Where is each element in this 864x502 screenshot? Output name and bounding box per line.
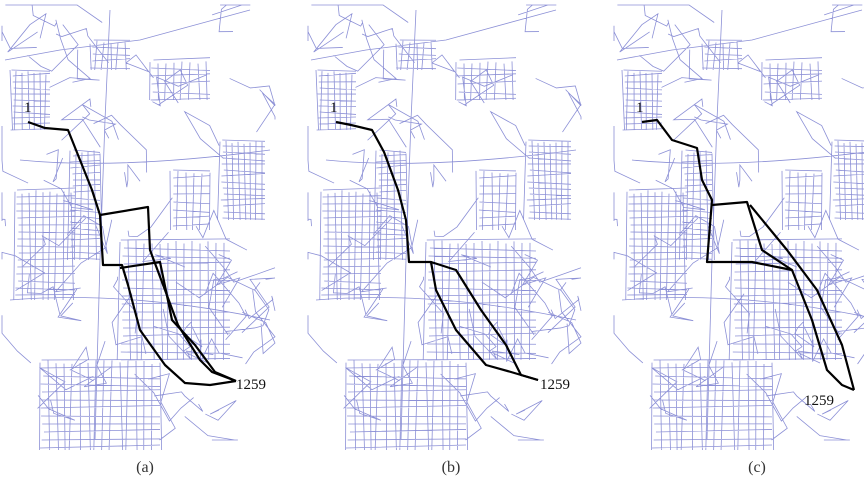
panel-caption: (a) (136, 459, 154, 476)
route (336, 122, 538, 380)
start-label: 1 (24, 100, 32, 116)
panel-caption: (c) (748, 459, 766, 476)
end-label: 1259 (540, 377, 570, 393)
start-label: 1 (330, 100, 338, 116)
road-network (614, 5, 864, 450)
map-panel: 1 1259 (c) (614, 5, 864, 476)
map-panel: 1 1259 (a) (2, 5, 275, 476)
start-label: 1 (636, 100, 644, 116)
route (28, 122, 236, 385)
end-label: 1259 (804, 393, 834, 409)
panel-caption: (b) (442, 459, 461, 476)
end-label: 1259 (236, 377, 266, 393)
figure: 1 1259 (a) 1 1259 (b) 1 1259 (c) (0, 0, 864, 502)
map-panel: 1 1259 (b) (308, 5, 581, 476)
road-network (2, 5, 275, 450)
